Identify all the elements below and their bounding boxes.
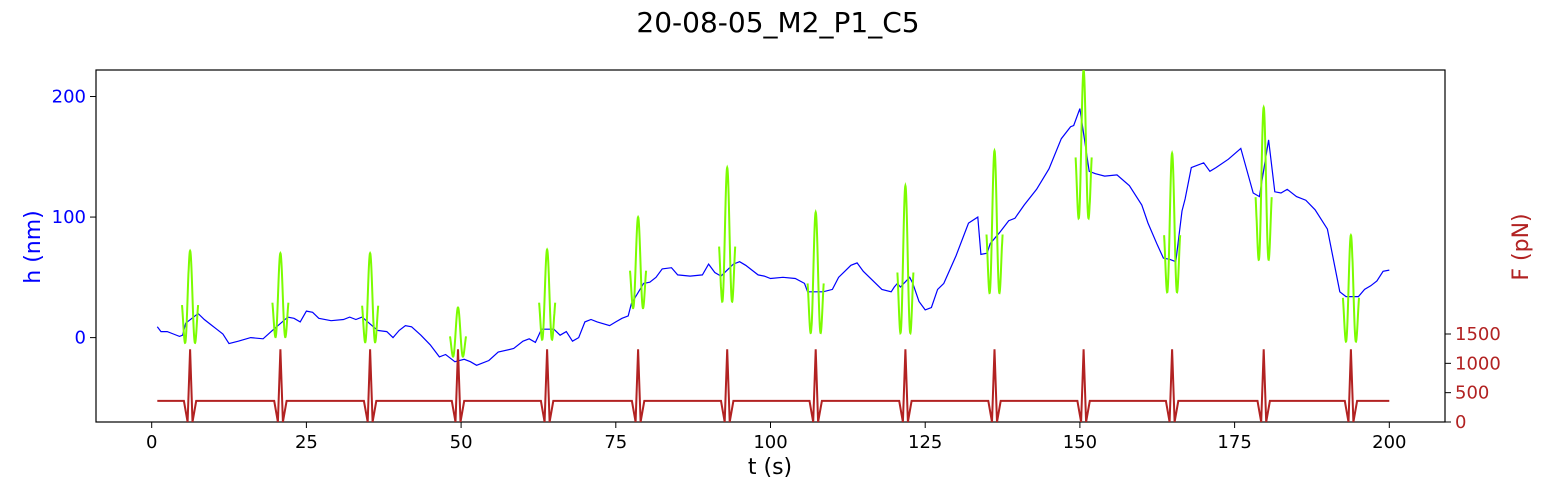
series-line-f — [157, 349, 1390, 422]
pulse-line-2 — [361, 250, 380, 344]
pulse-line-0 — [181, 248, 200, 345]
y-right-tick-label: 0 — [1455, 412, 1466, 433]
x-tick-label: 125 — [908, 432, 942, 453]
pulse-line-9 — [985, 147, 1004, 295]
y-right-tick-label: 500 — [1455, 383, 1489, 404]
y-left-tick-label: 200 — [52, 87, 86, 108]
pulse-line-1 — [271, 250, 290, 339]
pulse-line-8 — [896, 182, 915, 336]
y-axis-right-label: F (pN) — [1509, 213, 1534, 280]
plot-marks — [156, 70, 1390, 422]
x-tick-label: 200 — [1372, 432, 1406, 453]
x-tick-label: 100 — [753, 432, 787, 453]
pulse-line-4 — [538, 247, 557, 342]
y-left-tick-label: 0 — [75, 328, 86, 349]
chart-title: 20-08-05_M2_P1_C5 — [636, 6, 919, 39]
x-tick-label: 50 — [450, 432, 473, 453]
x-tick-label: 75 — [604, 432, 627, 453]
pulse-line-3 — [449, 306, 467, 358]
x-axis-label: t (s) — [748, 455, 792, 480]
pulse-line-11 — [1163, 150, 1182, 294]
y-right-tick-label: 1000 — [1455, 353, 1501, 374]
pulse-line-5 — [629, 214, 648, 310]
x-tick-label: 25 — [295, 432, 318, 453]
plot-frame — [95, 69, 1446, 423]
pulse-line-7 — [806, 209, 825, 335]
y-axis-left-label: h (nm) — [21, 210, 46, 283]
pulse-line-12 — [1254, 104, 1273, 262]
series-line-h — [156, 108, 1390, 366]
pulse-line-6 — [718, 164, 737, 304]
y-left-tick-label: 100 — [52, 207, 86, 228]
x-tick-label: 150 — [1063, 432, 1097, 453]
axes-group: 0 25 50 75 100 125 150 175 200 0 100 200 0 500 1000 150… — [52, 87, 1501, 453]
pulse-line-10 — [1074, 70, 1093, 221]
pulse-line-13 — [1341, 232, 1360, 344]
y-right-tick-label: 1500 — [1455, 324, 1501, 345]
x-tick-label: 175 — [1217, 432, 1251, 453]
x-tick-label: 0 — [146, 432, 157, 453]
